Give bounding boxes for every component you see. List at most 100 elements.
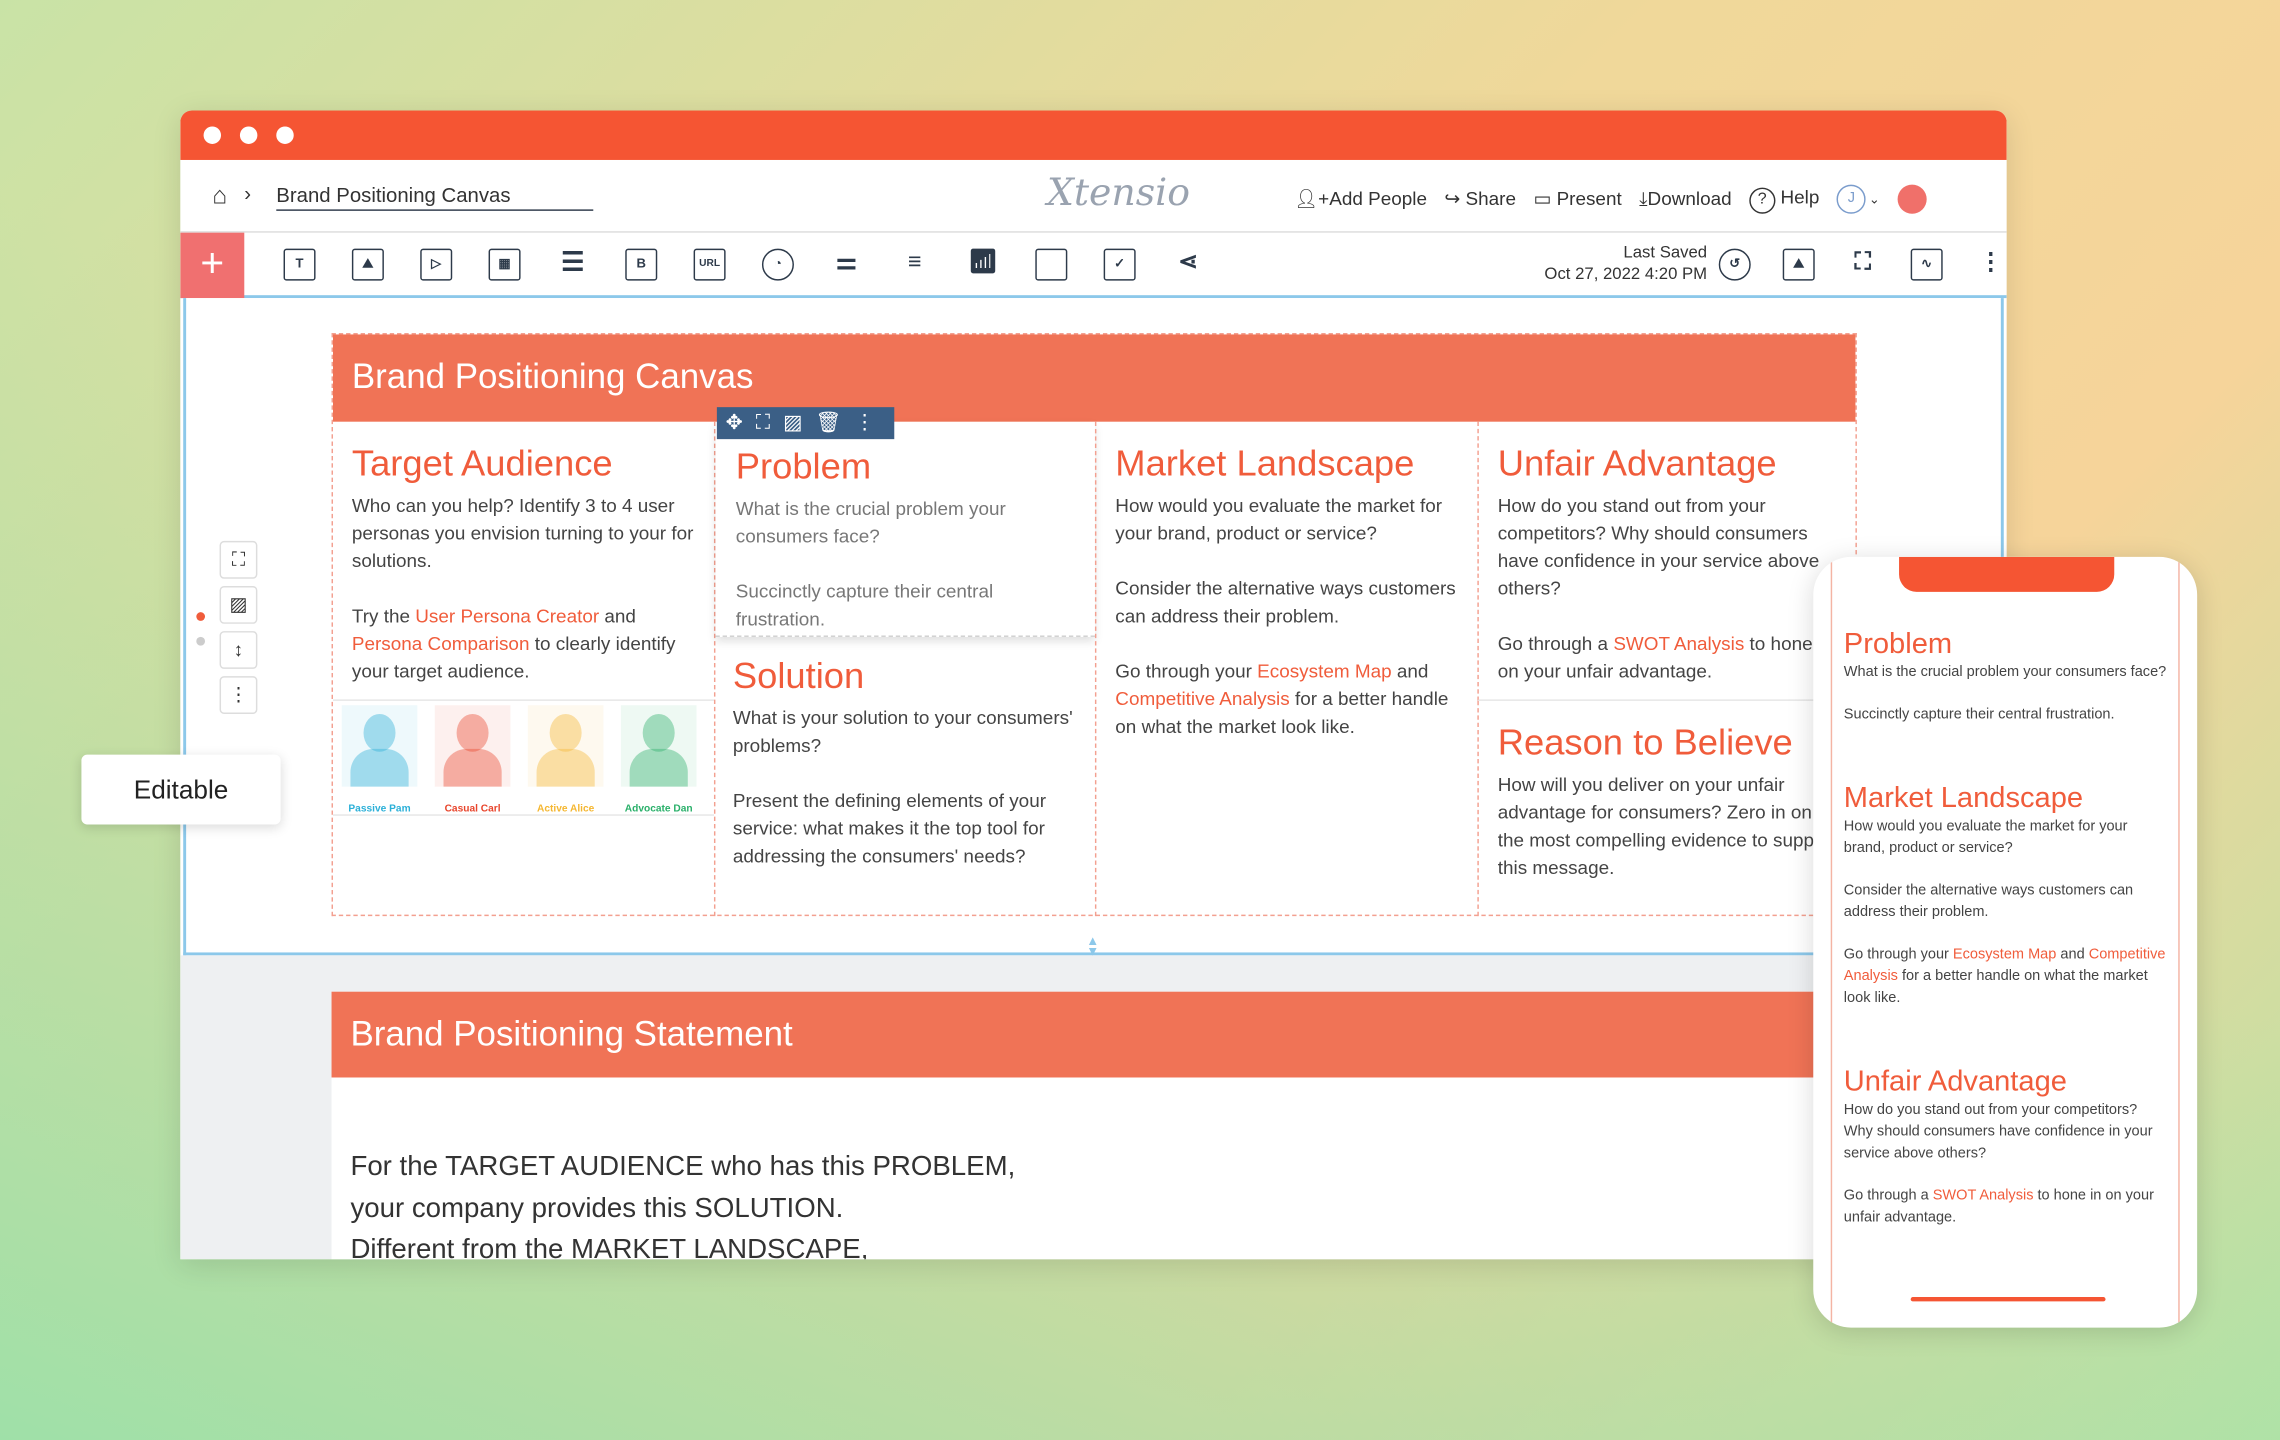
chart-tool-icon[interactable]: ◔: [761, 248, 794, 281]
slider-tool-icon[interactable]: ⚌: [835, 250, 857, 275]
resize-handle-icon[interactable]: ▲ ▼: [1086, 933, 1100, 959]
phone-block-title: Unfair Advantage: [1843, 1065, 2067, 1098]
resize-vertical-icon[interactable]: ↕: [219, 631, 258, 669]
present-button[interactable]: ▭ Present: [1533, 187, 1622, 210]
list-tool-icon[interactable]: ☰: [561, 247, 585, 277]
user-persona-creator-link[interactable]: User Persona Creator: [415, 604, 600, 627]
statement-text[interactable]: For the TARGET AUDIENCE who has this PRO…: [350, 1151, 1016, 1260]
block-text[interactable]: Who can you help? Identify 3 to 4 user p…: [351, 494, 694, 572]
paint-bucket-icon[interactable]: ⛶: [755, 410, 771, 434]
help-button[interactable]: ? Help: [1749, 185, 1819, 214]
block-title[interactable]: Reason to Believe: [1497, 722, 1793, 764]
persona-gallery[interactable]: Passive Pam Casual Carl Active Alice Advoca…: [332, 699, 714, 816]
button-tool-icon[interactable]: B: [625, 248, 658, 281]
block-text[interactable]: Go through your Ecosystem Map and Compet…: [1115, 660, 1449, 738]
ecosystem-map-link[interactable]: Ecosystem Map: [1952, 946, 2057, 963]
image-tool-icon[interactable]: ⛰: [351, 248, 384, 281]
block-text[interactable]: Consider the alternative ways customers …: [1115, 577, 1456, 627]
pattern-icon[interactable]: ▨: [219, 586, 258, 624]
home-indicator: [1910, 1297, 2106, 1302]
block-text[interactable]: What is the crucial problem your consume…: [735, 497, 1006, 547]
solution-block[interactable]: Solution What is your solution to your c…: [715, 637, 1095, 915]
persona-card[interactable]: Casual Carl: [434, 705, 511, 814]
paint-bucket-icon[interactable]: ⛶: [1854, 250, 1871, 275]
share-button[interactable]: ↪ Share: [1444, 187, 1516, 210]
home-icon[interactable]: ⌂: [212, 181, 228, 210]
block-text[interactable]: How will you deliver on your unfair adva…: [1497, 773, 1837, 879]
middle-column: Problem What is the crucial problem your…: [713, 407, 1095, 917]
graph-tool-icon[interactable]: 📶︎: [968, 250, 998, 275]
swot-analysis-link[interactable]: SWOT Analysis: [1613, 632, 1745, 655]
move-icon[interactable]: ✥: [725, 410, 743, 434]
title-bar: [180, 110, 2007, 160]
block-text[interactable]: How would you evaluate the market for yo…: [1115, 494, 1443, 544]
paint-bucket-icon[interactable]: ⛶: [219, 540, 258, 579]
block-title[interactable]: Unfair Advantage: [1497, 443, 1777, 485]
block-title[interactable]: Problem: [735, 446, 872, 488]
unfair-advantage-block[interactable]: Unfair Advantage How do you stand out fr…: [1477, 421, 1859, 701]
share-nodes-tool-icon[interactable]: ⋖: [1178, 250, 1198, 275]
trash-icon[interactable]: 🗑︎: [815, 410, 842, 434]
block-title[interactable]: Target Audience: [351, 443, 613, 485]
section-title[interactable]: Brand Positioning Statement: [331, 991, 1857, 1078]
reason-to-believe-block[interactable]: Reason to Believe How will you deliver o…: [1477, 700, 1858, 917]
bars-tool-icon[interactable]: ≡: [907, 250, 922, 275]
block-title[interactable]: Solution: [732, 655, 865, 697]
table-tool-icon[interactable]: ▦: [488, 248, 521, 281]
row-indicator-dot[interactable]: [196, 612, 206, 621]
phone-text: Go through your Ecosystem Map and Compet…: [1843, 946, 2166, 1007]
persona-comparison-link[interactable]: Persona Comparison: [351, 632, 530, 655]
block-text[interactable]: Try the User Persona Creator and Persona…: [351, 604, 676, 682]
window-dot[interactable]: [276, 126, 294, 144]
target-audience-block[interactable]: Target Audience Who can you help? Identi…: [332, 422, 714, 916]
help-icon: ?: [1749, 186, 1776, 214]
persona-avatar: [434, 705, 511, 787]
section-title[interactable]: Brand Positioning Canvas: [332, 334, 1856, 422]
competitive-analysis-link[interactable]: Competitive Analysis: [1843, 946, 2166, 985]
persona-name: Casual Carl: [444, 804, 501, 815]
block-text[interactable]: What is your solution to your consumers'…: [732, 706, 1073, 757]
more-vertical-icon[interactable]: ⋮: [219, 676, 258, 714]
ecosystem-map-link[interactable]: Ecosystem Map: [1257, 660, 1392, 682]
url-tool-icon[interactable]: URL: [693, 248, 726, 281]
form-tool-icon[interactable]: ✓: [1103, 248, 1136, 281]
phone-text: Consider the alternative ways customers …: [1843, 882, 2134, 921]
row-indicator-dot[interactable]: [196, 636, 206, 646]
persona-name: Advocate Dan: [624, 804, 693, 815]
video-tool-icon[interactable]: ▷: [420, 248, 453, 281]
tag-tool-icon[interactable]: [1035, 248, 1068, 281]
add-people-button[interactable]: 👤︎+Add People: [1294, 187, 1427, 210]
toolbar: + T ⛰ ▷ ▦ ☰ B URL ◔ ⚌ ≡ 📶︎ ✓ ⋖ Last Save…: [180, 232, 2007, 299]
block-text[interactable]: How do you stand out from your competito…: [1497, 494, 1820, 600]
block-text[interactable]: Present the defining elements of your se…: [732, 789, 1047, 867]
last-saved: Last Saved Oct 27, 2022 4:20 PM: [1544, 244, 1708, 284]
download-button[interactable]: ⤓Download: [1639, 187, 1732, 210]
block-text[interactable]: Succinctly capture their central frustra…: [735, 580, 994, 630]
persona-card[interactable]: Active Alice: [527, 705, 604, 814]
present-icon: ▭: [1533, 187, 1557, 210]
add-block-button[interactable]: +: [180, 232, 245, 299]
chevron-down-icon[interactable]: ⌄: [1868, 191, 1880, 206]
pattern-icon[interactable]: ▨: [783, 410, 803, 434]
download-icon: ⤓: [1639, 187, 1648, 210]
history-icon[interactable]: ↺: [1718, 248, 1751, 281]
user-avatar[interactable]: J: [1836, 184, 1866, 214]
more-vertical-icon[interactable]: ⋮: [1979, 250, 2003, 275]
window-dot[interactable]: [239, 126, 258, 144]
persona-card[interactable]: Passive Pam: [341, 705, 418, 814]
block-text[interactable]: Go through a SWOT Analysis to hone in on…: [1497, 632, 1833, 682]
analytics-icon[interactable]: ∿: [1910, 248, 1943, 281]
background-image-icon[interactable]: ⛰: [1782, 248, 1815, 281]
problem-block[interactable]: Problem What is the crucial problem your…: [715, 422, 1095, 637]
persona-card[interactable]: Advocate Dan: [620, 705, 697, 814]
notification-icon[interactable]: [1897, 184, 1927, 214]
more-vertical-icon[interactable]: ⋮: [854, 410, 875, 434]
swot-analysis-link[interactable]: SWOT Analysis: [1932, 1187, 2034, 1204]
window-dot[interactable]: [203, 126, 222, 144]
document-title-input[interactable]: Brand Positioning Canvas: [276, 183, 594, 211]
market-landscape-block[interactable]: Market Landscape How would you evaluate …: [1094, 421, 1477, 917]
competitive-analysis-link[interactable]: Competitive Analysis: [1115, 687, 1290, 710]
text-tool-icon[interactable]: T: [283, 248, 316, 281]
header: ⌂ › Brand Positioning Canvas Xtensio 👤︎+…: [180, 160, 2007, 233]
block-title[interactable]: Market Landscape: [1115, 443, 1415, 485]
